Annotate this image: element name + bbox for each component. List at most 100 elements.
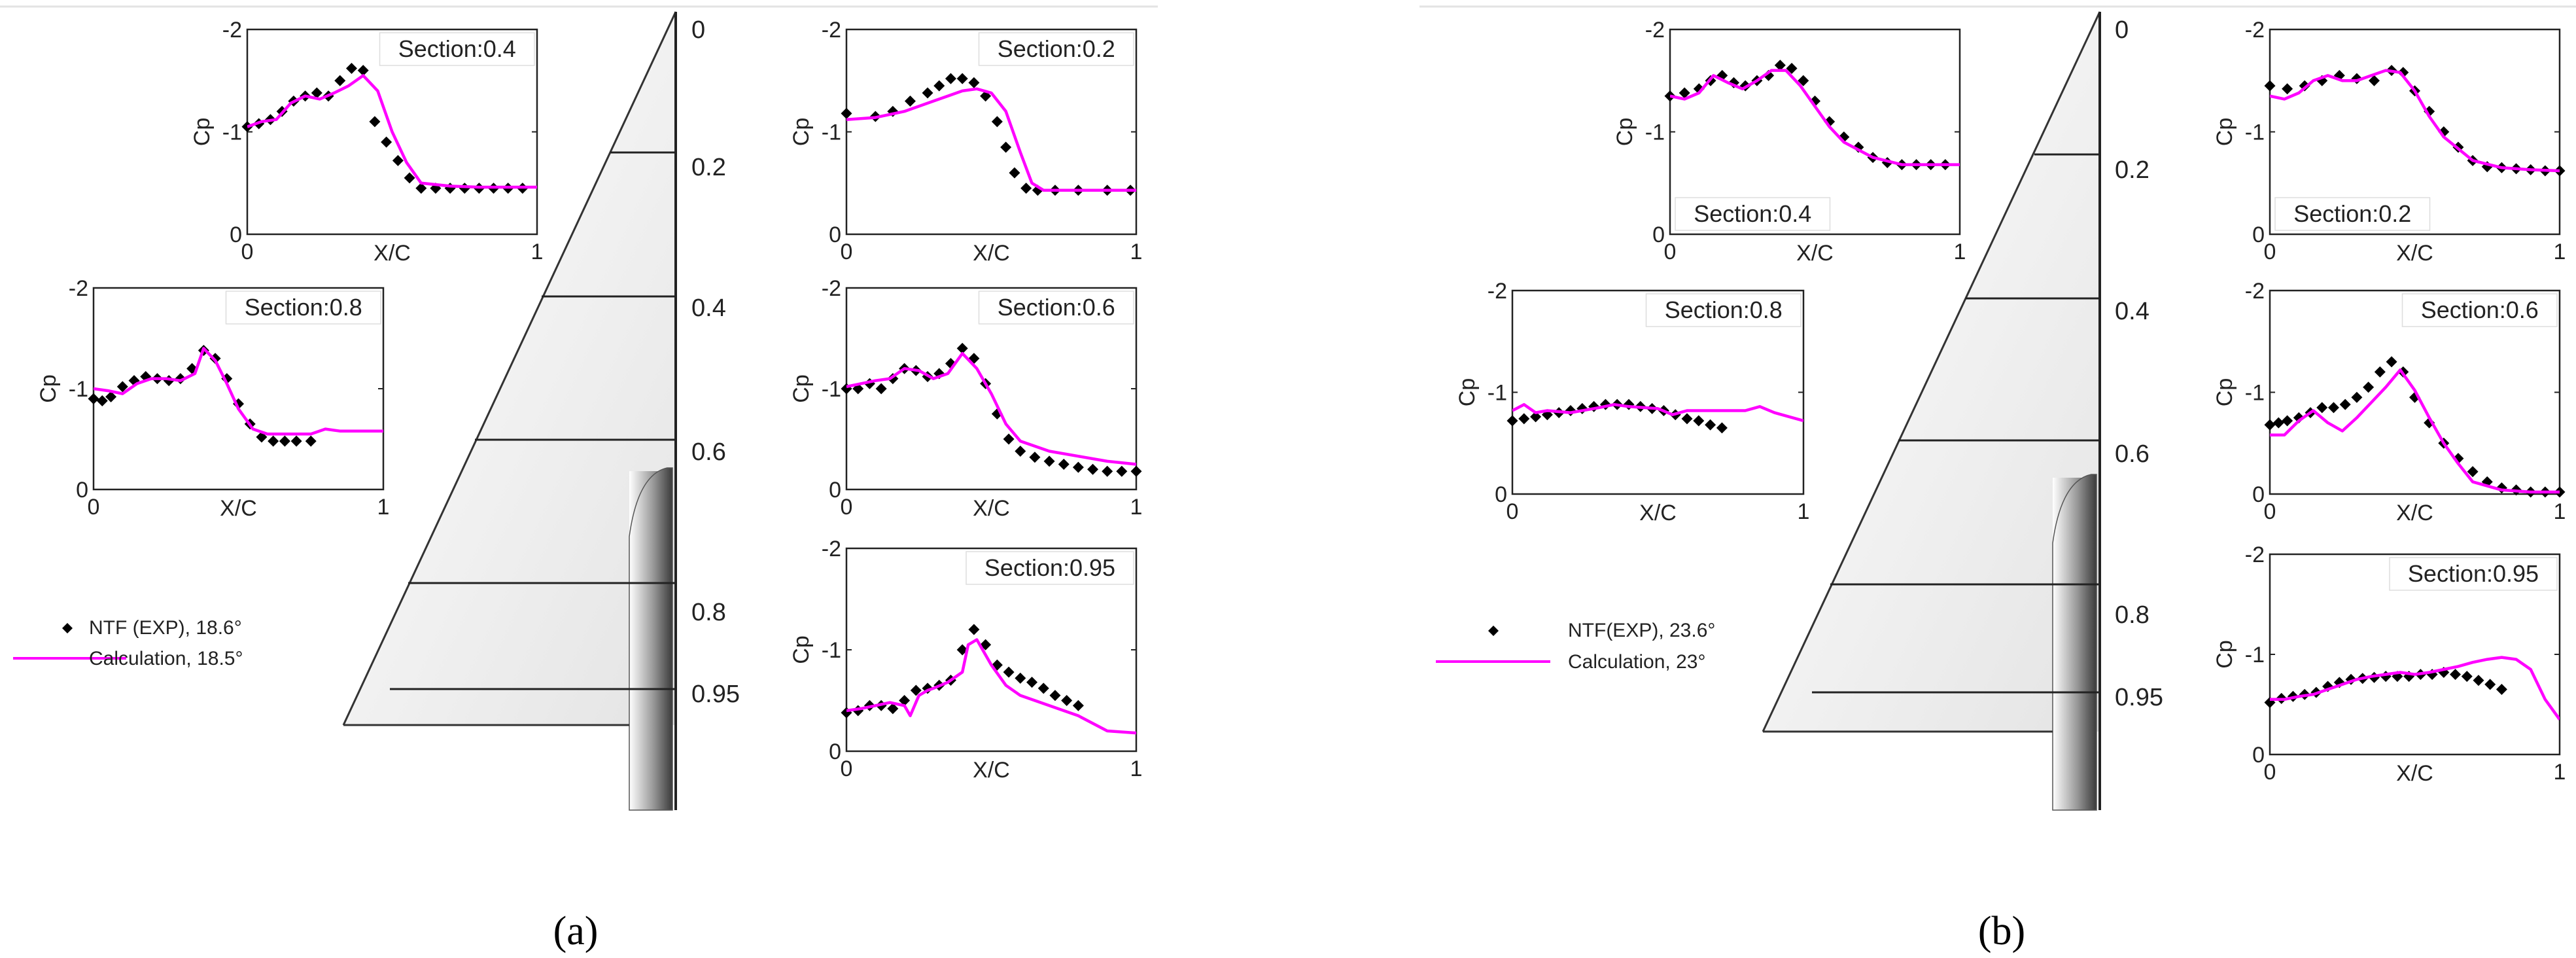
exp-data-point xyxy=(105,391,117,402)
exp-data-point xyxy=(933,80,945,92)
panel-a: 0 0.2 0.4 0.6 0.8 0.95 NTF (EXP), 18.6° … xyxy=(0,5,1158,953)
section-title: Section:0.8 xyxy=(245,294,362,321)
exp-data-point xyxy=(404,172,415,184)
exp-data-point xyxy=(1020,183,1032,194)
exp-data-point xyxy=(334,75,346,86)
calc-series-line xyxy=(2270,368,2560,494)
subplot-a-section-0.95: -2 -1 00 1 X/C Cp Section:0.95 xyxy=(789,537,1142,783)
x-tick-label: 1 xyxy=(1130,240,1143,264)
exp-data-point xyxy=(2282,83,2293,95)
exp-data-point xyxy=(1029,452,1041,463)
exp-data-point xyxy=(1798,75,1809,86)
y-tick-label: -1 xyxy=(69,377,88,402)
calc-series-line xyxy=(2270,69,2560,173)
x-tick-label: 1 xyxy=(1130,495,1143,520)
x-tick-label: 0 xyxy=(841,756,853,781)
x-tick-label: 0 xyxy=(241,240,254,264)
exp-data-point xyxy=(1003,433,1015,445)
station-label: 0.2 xyxy=(2115,156,2150,184)
exp-data-point xyxy=(116,381,128,393)
exp-data-point xyxy=(956,73,968,84)
x-tick-label: 0 xyxy=(88,495,100,520)
subplot-b-section-0.8: -2 -1 00 1 X/C Cp Section:0.8 xyxy=(1455,279,1809,525)
exp-data-point xyxy=(887,703,899,715)
x-tick-label: 0 xyxy=(841,495,853,520)
y-axis-label: Cp xyxy=(2212,118,2237,146)
station-label: 0.6 xyxy=(2115,440,2150,468)
y-tick-label: 0 xyxy=(230,222,242,247)
section-title: Section:0.95 xyxy=(2408,560,2539,587)
exp-data-point xyxy=(392,154,404,166)
section-title: Section:0.95 xyxy=(984,554,1115,581)
exp-data-point xyxy=(1037,683,1049,694)
y-tick-label: -1 xyxy=(222,120,242,145)
exp-data-point xyxy=(1000,141,1012,153)
exp-data-point xyxy=(1102,465,1113,477)
station-label: 0.8 xyxy=(2115,601,2150,629)
y-axis-label: Cp xyxy=(1612,118,1637,146)
section-title-box xyxy=(2274,197,2431,231)
station-label: 0 xyxy=(691,16,705,44)
subplot-a-section-0.4: -2 -1 00 1 X/C Cp Section:0.4 xyxy=(190,18,543,266)
exp-data-point xyxy=(1015,445,1026,457)
exp-data-point xyxy=(910,684,922,696)
exp-data-point xyxy=(381,136,392,148)
exp-data-point xyxy=(2264,80,2276,92)
subplot-a-section-0.2: -2 -1 00 1 X/C Cp Section:0.2 xyxy=(789,18,1142,266)
exp-data-point xyxy=(1130,465,1142,477)
station-label: 0.6 xyxy=(691,438,726,466)
wing-planform xyxy=(342,11,677,811)
subplot-b-section-0.2: -2 -1 00 1 X/C Cp Section:0.2 xyxy=(2212,18,2566,266)
section-title: Section:0.4 xyxy=(1694,200,1811,227)
y-tick-label: -2 xyxy=(822,18,841,43)
legend-label-calc: Calculation, 23° xyxy=(1568,651,1705,673)
y-tick-label: -1 xyxy=(822,377,841,402)
y-tick-label: -2 xyxy=(222,18,242,43)
section-title: Section:0.2 xyxy=(998,35,1115,62)
exp-data-point xyxy=(1530,411,1542,423)
y-tick-label: -2 xyxy=(822,276,841,301)
x-tick-label: 1 xyxy=(377,495,390,520)
exp-data-point xyxy=(345,62,357,74)
calc-series-line xyxy=(94,347,383,436)
x-axis-label: X/C xyxy=(973,496,1010,521)
exp-data-point xyxy=(899,695,911,706)
section-title: Section:0.8 xyxy=(1665,296,1783,323)
exp-data-point xyxy=(922,87,933,99)
exp-data-point xyxy=(2484,679,2496,690)
exp-data-point xyxy=(1061,695,1073,706)
x-axis-label: X/C xyxy=(2396,761,2433,786)
y-axis-label: Cp xyxy=(2212,378,2237,406)
y-axis-label: Cp xyxy=(190,118,215,146)
exp-data-point xyxy=(1058,459,1070,470)
legend-label-exp: NTF(EXP), 23.6° xyxy=(1568,620,1715,641)
x-tick-label: 1 xyxy=(531,240,544,264)
exp-data-point xyxy=(2363,381,2375,393)
x-tick-label: 0 xyxy=(841,240,853,264)
station-label: 0.8 xyxy=(691,599,726,626)
y-axis-label: Cp xyxy=(789,635,814,664)
exp-data-point xyxy=(311,87,322,99)
exp-data-point xyxy=(968,624,980,635)
exp-data-point xyxy=(2351,391,2363,403)
exp-data-point xyxy=(968,77,980,88)
y-tick-label: -2 xyxy=(1488,279,1507,304)
x-axis-label: X/C xyxy=(1639,501,1677,525)
subplot-b-section-0.4: -2 -1 00 1 X/C Cp Section:0.4 xyxy=(1612,18,1966,266)
section-title-box xyxy=(978,291,1134,325)
x-tick-label: 0 xyxy=(2264,760,2276,785)
section-title: Section:0.4 xyxy=(398,35,516,62)
calc-series-line xyxy=(2270,656,2560,720)
section-title-box xyxy=(225,291,381,325)
y-tick-label: 0 xyxy=(1652,222,1665,247)
y-tick-label: 0 xyxy=(829,739,841,764)
exp-data-point xyxy=(1705,419,1716,431)
exp-data-point xyxy=(2386,356,2397,368)
exp-data-point xyxy=(1518,413,1530,425)
x-axis-label: X/C xyxy=(374,241,411,266)
calc-series-line xyxy=(247,74,537,189)
section-title-box xyxy=(966,551,1134,585)
exp-data-point xyxy=(1116,465,1128,477)
exp-data-point xyxy=(1786,62,1798,74)
